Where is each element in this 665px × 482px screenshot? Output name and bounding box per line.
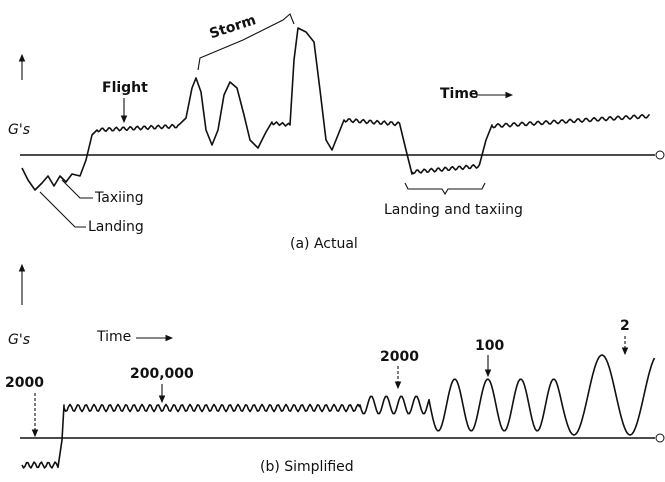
caption: (b) Simplified (260, 459, 354, 475)
panel-actual: G's Flight Storm Time Taxiing Landing La… (8, 12, 665, 252)
annotation: Landing (88, 219, 144, 235)
leader (61, 179, 93, 199)
axis-label: G's (8, 122, 30, 138)
annotation: 2000 (380, 349, 419, 365)
annotation: Flight (102, 80, 148, 96)
axis-end (655, 150, 665, 160)
time-label: Time (96, 329, 131, 345)
annotation: 2000 (5, 375, 44, 391)
annotation: Landing and taxiing (384, 202, 523, 218)
waveform (21, 354, 656, 469)
brace (404, 182, 486, 196)
caption: (a) Actual (290, 236, 358, 252)
brace (197, 13, 295, 71)
annotation: Storm (208, 12, 258, 42)
time-label: Time (440, 86, 478, 102)
panel-simplified: G's Time 2000 200,000 2000 100 2 (b) Sim… (5, 263, 665, 475)
annotation: Taxiing (94, 190, 144, 206)
annotation: 200,000 (130, 366, 194, 382)
waveform (21, 27, 651, 191)
axis-label: G's (8, 332, 30, 348)
annotation: 100 (475, 338, 504, 354)
annotation: 2 (620, 318, 630, 334)
leader (39, 191, 86, 228)
axis-end (655, 433, 665, 443)
